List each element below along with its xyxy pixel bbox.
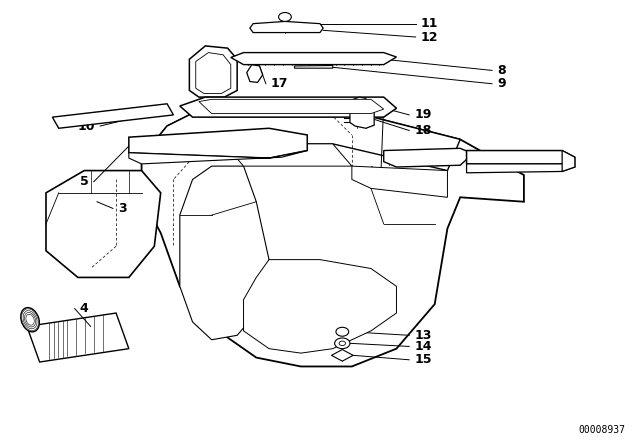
Polygon shape	[46, 171, 161, 277]
Polygon shape	[250, 22, 323, 33]
Polygon shape	[27, 313, 129, 362]
Polygon shape	[189, 46, 237, 97]
Polygon shape	[353, 97, 368, 106]
Text: 17: 17	[271, 77, 289, 90]
Polygon shape	[180, 166, 269, 340]
Polygon shape	[467, 151, 575, 164]
Ellipse shape	[20, 308, 40, 332]
Text: 2: 2	[386, 175, 394, 188]
Polygon shape	[129, 151, 307, 164]
Text: 19: 19	[414, 108, 432, 121]
Polygon shape	[52, 104, 173, 128]
Polygon shape	[129, 128, 307, 158]
Polygon shape	[467, 157, 575, 173]
Circle shape	[335, 338, 350, 349]
Polygon shape	[196, 52, 231, 94]
Polygon shape	[352, 166, 447, 197]
Text: 14: 14	[414, 340, 432, 353]
Polygon shape	[225, 144, 352, 166]
Ellipse shape	[24, 312, 36, 327]
Text: 13: 13	[414, 329, 432, 342]
Polygon shape	[246, 65, 262, 82]
Text: 9: 9	[497, 77, 506, 90]
Circle shape	[336, 327, 349, 336]
Text: 1: 1	[300, 293, 308, 306]
Text: 18: 18	[414, 124, 432, 137]
Circle shape	[278, 13, 291, 22]
Polygon shape	[332, 349, 353, 361]
Ellipse shape	[22, 309, 38, 331]
Polygon shape	[141, 104, 460, 171]
Text: 5: 5	[80, 175, 89, 188]
Polygon shape	[350, 107, 374, 128]
Text: 4: 4	[80, 302, 88, 315]
Text: 8: 8	[497, 64, 506, 77]
Text: 12: 12	[420, 30, 438, 43]
Polygon shape	[294, 65, 333, 68]
Ellipse shape	[23, 310, 37, 329]
Text: 3: 3	[118, 202, 127, 215]
Polygon shape	[199, 99, 384, 114]
Text: 11: 11	[420, 17, 438, 30]
Polygon shape	[244, 260, 396, 353]
Text: 7: 7	[548, 157, 557, 170]
Text: 6: 6	[414, 155, 423, 168]
Polygon shape	[180, 97, 396, 117]
Text: 15: 15	[414, 353, 432, 366]
Polygon shape	[562, 151, 575, 172]
Text: 10: 10	[77, 120, 95, 133]
Circle shape	[339, 341, 346, 345]
Polygon shape	[231, 52, 396, 65]
Polygon shape	[384, 148, 473, 167]
Ellipse shape	[26, 314, 35, 325]
Text: 00008937: 00008937	[579, 426, 626, 435]
Polygon shape	[141, 104, 524, 366]
Text: 16: 16	[208, 77, 226, 90]
